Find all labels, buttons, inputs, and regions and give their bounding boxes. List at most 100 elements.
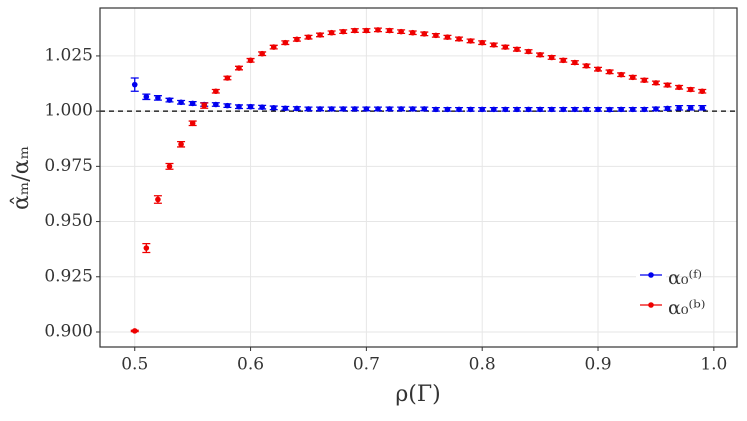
point: [236, 65, 242, 71]
point: [560, 106, 567, 113]
x-axis-label: ρ(Γ): [395, 382, 440, 407]
point: [213, 101, 219, 108]
x-tick-label: 0.5: [121, 355, 148, 375]
y-tick-label: 0.950: [44, 211, 93, 231]
point: [166, 97, 173, 103]
point: [456, 106, 462, 113]
point: [352, 27, 358, 34]
point: [572, 106, 578, 113]
point: [444, 106, 451, 113]
point: [294, 36, 300, 43]
point: [375, 27, 381, 33]
point: [305, 106, 312, 112]
point: [687, 105, 694, 111]
point: [537, 52, 543, 58]
point: [282, 105, 289, 112]
point: [433, 106, 439, 113]
point: [560, 57, 567, 64]
point: [270, 44, 277, 50]
point: [583, 63, 590, 69]
point: [699, 105, 706, 111]
point: [363, 27, 370, 34]
point: [247, 57, 254, 64]
point: [201, 102, 208, 109]
point: [259, 50, 265, 57]
point: [572, 59, 578, 66]
point: [606, 106, 613, 113]
point: [131, 328, 138, 334]
point: [514, 46, 520, 53]
point: [328, 106, 335, 112]
point: [386, 27, 393, 34]
point: [467, 106, 474, 113]
point: [409, 106, 416, 112]
point: [525, 48, 532, 55]
point: [502, 106, 509, 113]
point: [653, 80, 659, 86]
point: [490, 106, 497, 113]
point: [479, 106, 486, 113]
point: [340, 106, 347, 112]
point: [282, 39, 289, 46]
point: [629, 74, 636, 81]
point: [143, 245, 150, 251]
point: [548, 106, 555, 113]
point: [398, 106, 404, 112]
x-tick-label: 1.0: [700, 355, 727, 375]
y-tick-label: 0.975: [44, 156, 93, 176]
point: [479, 39, 486, 46]
point: [664, 82, 671, 88]
point: [224, 102, 231, 109]
point: [548, 54, 555, 61]
point: [340, 28, 347, 35]
point: [444, 34, 451, 40]
point: [699, 88, 706, 95]
point: [421, 31, 428, 37]
point: [687, 86, 694, 93]
point: [583, 106, 590, 113]
point: [363, 106, 370, 112]
point: [421, 106, 428, 112]
plot-border: [99, 7, 738, 348]
x-tick-label: 0.8: [469, 355, 496, 375]
point: [305, 34, 312, 40]
point: [270, 105, 277, 111]
point: [259, 104, 265, 110]
point: [166, 163, 173, 170]
point: [664, 105, 671, 112]
point: [537, 106, 543, 113]
point: [618, 106, 624, 113]
point: [375, 106, 381, 112]
point: [189, 100, 196, 107]
point: [514, 106, 520, 113]
y-tick-label: 1.025: [44, 45, 93, 65]
point: [213, 88, 219, 95]
point: [386, 106, 393, 112]
point: [641, 77, 648, 84]
y-tick-label: 0.900: [44, 321, 93, 341]
point: [317, 106, 323, 112]
point: [502, 44, 509, 50]
point: [490, 42, 497, 48]
point: [629, 106, 636, 113]
point: [236, 103, 242, 110]
point: [595, 106, 601, 113]
point: [352, 106, 358, 112]
legend-label: α₀⁽ᵇ⁾: [668, 297, 705, 319]
y-tick-label: 0.925: [44, 266, 93, 286]
point: [525, 106, 532, 113]
point: [317, 32, 323, 38]
point: [433, 32, 439, 39]
point: [618, 71, 624, 78]
point: [143, 93, 150, 100]
legend-point: [648, 302, 654, 308]
point: [247, 103, 254, 110]
point: [676, 84, 682, 91]
point: [653, 106, 659, 112]
x-tick-label: 0.9: [584, 355, 611, 375]
point: [398, 28, 404, 35]
point: [189, 120, 196, 127]
legend-point: [648, 272, 654, 278]
point: [595, 66, 601, 72]
